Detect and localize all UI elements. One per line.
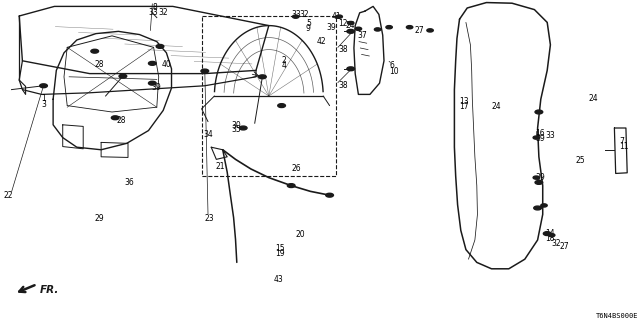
Text: 37: 37 (357, 31, 367, 40)
Circle shape (156, 44, 164, 48)
Text: 23: 23 (205, 214, 214, 223)
Circle shape (548, 234, 555, 237)
Text: 33: 33 (148, 8, 158, 17)
Circle shape (541, 204, 547, 207)
Text: 16: 16 (535, 129, 545, 138)
Text: 29: 29 (95, 214, 104, 223)
Text: FR.: FR. (40, 285, 59, 295)
Circle shape (534, 206, 541, 210)
Circle shape (91, 49, 99, 53)
Circle shape (201, 69, 209, 73)
Text: 9: 9 (306, 24, 311, 33)
Text: 33: 33 (291, 10, 301, 19)
Circle shape (355, 27, 362, 30)
Text: 24: 24 (346, 21, 355, 30)
Text: 18: 18 (545, 234, 555, 243)
Text: 21: 21 (215, 162, 225, 171)
Text: 28: 28 (95, 60, 104, 69)
Circle shape (287, 184, 295, 188)
Text: 39: 39 (535, 173, 545, 182)
Circle shape (348, 21, 354, 25)
Circle shape (535, 110, 543, 114)
Text: 1: 1 (42, 94, 46, 103)
Text: 24: 24 (589, 94, 598, 103)
Text: 11: 11 (620, 142, 629, 151)
Text: 28: 28 (116, 116, 126, 125)
Text: 8: 8 (152, 3, 157, 12)
Text: 32: 32 (300, 10, 309, 19)
Text: 39: 39 (535, 134, 545, 143)
Text: 5: 5 (306, 19, 311, 28)
Text: 6: 6 (389, 61, 394, 70)
Circle shape (374, 28, 381, 31)
Circle shape (148, 61, 156, 65)
Text: 20: 20 (296, 230, 305, 239)
Text: 27: 27 (560, 242, 570, 251)
Circle shape (111, 116, 119, 120)
Circle shape (119, 74, 127, 78)
Text: 3: 3 (42, 100, 47, 109)
Text: 41: 41 (332, 12, 341, 21)
Circle shape (427, 29, 433, 32)
Text: 10: 10 (389, 67, 399, 76)
Circle shape (533, 136, 540, 139)
Text: 15: 15 (275, 244, 285, 253)
Circle shape (259, 75, 266, 79)
Circle shape (347, 29, 355, 33)
Text: 36: 36 (125, 178, 134, 187)
Text: 14: 14 (545, 229, 555, 238)
Text: 32: 32 (552, 239, 561, 248)
Circle shape (533, 176, 540, 179)
Text: 35: 35 (232, 125, 241, 134)
Text: 7: 7 (620, 137, 625, 146)
Text: 2: 2 (282, 56, 286, 65)
Circle shape (406, 26, 413, 29)
Text: 38: 38 (338, 45, 348, 54)
Text: 13: 13 (460, 97, 469, 106)
Circle shape (278, 104, 285, 108)
Circle shape (336, 15, 342, 18)
Text: 26: 26 (291, 164, 301, 173)
Text: 4: 4 (282, 61, 287, 70)
Text: 33: 33 (545, 131, 555, 140)
Circle shape (239, 126, 247, 130)
Circle shape (535, 180, 543, 184)
Text: T6N4BS000E: T6N4BS000E (596, 313, 639, 319)
Text: 22: 22 (3, 191, 13, 200)
Text: 39: 39 (151, 83, 161, 92)
Text: 25: 25 (576, 156, 586, 165)
Circle shape (292, 15, 299, 18)
Text: 12: 12 (338, 19, 348, 28)
Text: 17: 17 (460, 102, 469, 111)
Text: 19: 19 (275, 249, 285, 258)
Circle shape (543, 232, 551, 236)
Text: 27: 27 (415, 26, 424, 35)
Circle shape (386, 26, 392, 29)
Text: 40: 40 (161, 60, 171, 69)
Text: 43: 43 (274, 275, 284, 284)
Circle shape (347, 67, 355, 71)
Text: 24: 24 (492, 102, 501, 111)
Text: 38: 38 (338, 81, 348, 90)
Circle shape (326, 193, 333, 197)
Text: 34: 34 (204, 130, 213, 139)
Text: 39: 39 (326, 23, 336, 32)
Text: 42: 42 (317, 37, 326, 46)
Circle shape (40, 84, 47, 88)
Text: 30: 30 (232, 121, 241, 130)
Bar (202, 16, 336, 176)
Text: 32: 32 (159, 8, 168, 17)
Circle shape (148, 81, 156, 85)
